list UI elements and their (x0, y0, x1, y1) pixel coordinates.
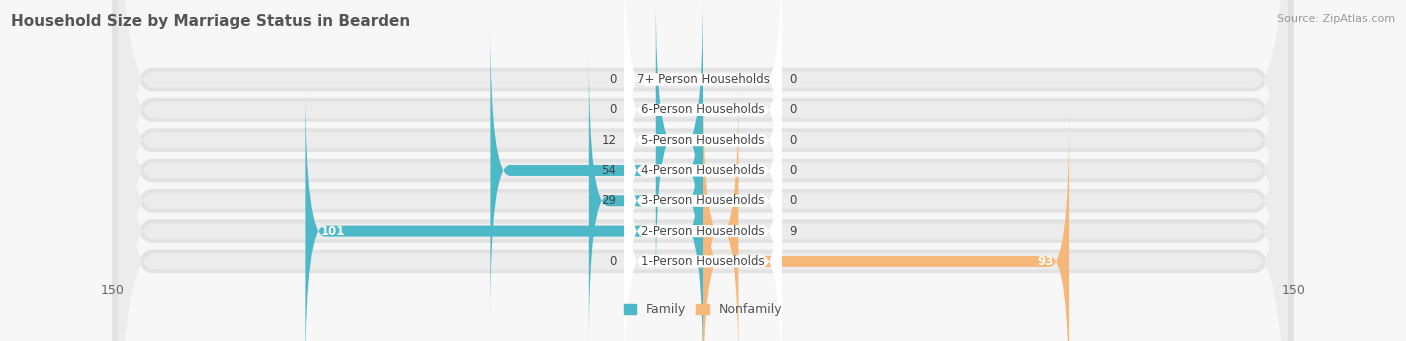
Text: 0: 0 (609, 255, 616, 268)
FancyBboxPatch shape (703, 85, 738, 341)
Text: 0: 0 (790, 194, 797, 207)
Text: 3-Person Households: 3-Person Households (641, 194, 765, 207)
FancyBboxPatch shape (118, 0, 1288, 341)
FancyBboxPatch shape (112, 0, 1294, 341)
FancyBboxPatch shape (112, 0, 1294, 341)
FancyBboxPatch shape (118, 0, 1288, 341)
Text: 4-Person Households: 4-Person Households (641, 164, 765, 177)
Text: 2-Person Households: 2-Person Households (641, 225, 765, 238)
Text: 54: 54 (602, 164, 616, 177)
FancyBboxPatch shape (118, 0, 1288, 341)
FancyBboxPatch shape (118, 0, 1288, 341)
FancyBboxPatch shape (112, 0, 1294, 341)
Text: 12: 12 (602, 134, 616, 147)
FancyBboxPatch shape (305, 85, 703, 341)
FancyBboxPatch shape (624, 0, 782, 255)
FancyBboxPatch shape (112, 0, 1294, 341)
Text: 101: 101 (321, 225, 346, 238)
Text: Source: ZipAtlas.com: Source: ZipAtlas.com (1277, 14, 1395, 24)
FancyBboxPatch shape (624, 86, 782, 341)
Text: 0: 0 (790, 134, 797, 147)
FancyBboxPatch shape (491, 25, 703, 316)
Text: 93: 93 (1038, 255, 1053, 268)
Text: 29: 29 (602, 194, 616, 207)
FancyBboxPatch shape (112, 0, 1294, 341)
FancyBboxPatch shape (624, 55, 782, 341)
Text: 1-Person Households: 1-Person Households (641, 255, 765, 268)
Text: Household Size by Marriage Status in Bearden: Household Size by Marriage Status in Bea… (11, 14, 411, 29)
Text: 0: 0 (790, 103, 797, 116)
FancyBboxPatch shape (624, 25, 782, 316)
FancyBboxPatch shape (655, 0, 703, 286)
FancyBboxPatch shape (624, 0, 782, 286)
Text: 0: 0 (609, 103, 616, 116)
FancyBboxPatch shape (589, 55, 703, 341)
FancyBboxPatch shape (624, 0, 782, 225)
Text: 0: 0 (609, 73, 616, 86)
Text: 7+ Person Households: 7+ Person Households (637, 73, 769, 86)
Text: 6-Person Households: 6-Person Households (641, 103, 765, 116)
Legend: Family, Nonfamily: Family, Nonfamily (619, 298, 787, 321)
FancyBboxPatch shape (703, 115, 1069, 341)
Text: 0: 0 (790, 164, 797, 177)
FancyBboxPatch shape (118, 0, 1288, 341)
FancyBboxPatch shape (112, 0, 1294, 341)
FancyBboxPatch shape (624, 116, 782, 341)
FancyBboxPatch shape (112, 0, 1294, 341)
FancyBboxPatch shape (118, 0, 1288, 341)
FancyBboxPatch shape (118, 0, 1288, 341)
Text: 5-Person Households: 5-Person Households (641, 134, 765, 147)
Text: 0: 0 (790, 73, 797, 86)
Text: 9: 9 (790, 225, 797, 238)
